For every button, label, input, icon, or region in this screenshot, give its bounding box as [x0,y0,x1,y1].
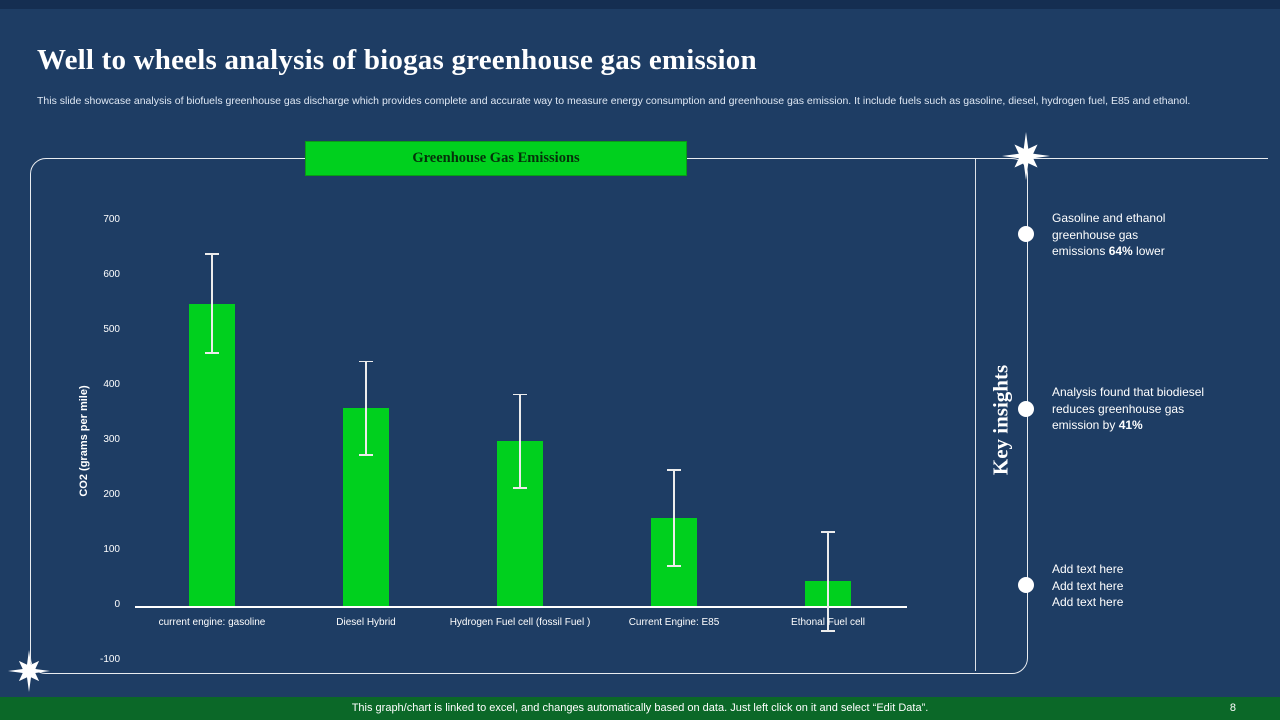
insight-bullet [1018,401,1034,417]
error-bar-cap [513,487,527,489]
insight-bold-value: 64% [1108,244,1133,259]
x-category-label: Current Engine: E85 [628,617,720,628]
error-bar [827,531,829,631]
sparkle-icon [1002,132,1050,180]
footer-note: This graph/chart is linked to excel, and… [351,702,929,714]
y-tick-labels: 700 600 500 400 300 200 100 0 -100 [70,214,120,665]
footer-bar: This graph/chart is linked to excel, and… [0,697,1280,720]
y-tick-label: 700 [103,214,120,225]
error-bar-cap [513,393,527,395]
y-tick-label: 400 [103,379,120,390]
error-bar [211,254,213,353]
insight-text: Add text here Add text here Add text her… [1052,562,1124,610]
y-tick-label: -100 [99,654,120,665]
error-bar-cap [667,469,681,471]
insight-item: Analysis found that biodiesel reduces gr… [1052,384,1228,434]
insight-bold-value: 41% [1118,418,1143,433]
error-bar-cap [821,630,835,632]
slide-subtitle: This slide showcase analysis of biofuels… [37,95,1191,107]
error-bar [365,361,367,455]
insight-text: Analysis found that biodiesel reduces gr… [1052,385,1205,433]
error-bar [673,470,675,566]
y-tick-label: 200 [103,489,120,500]
insight-item: Add text here Add text here Add text her… [1052,561,1228,611]
error-bar-cap [205,352,219,354]
y-tick-label: 600 [103,269,120,280]
y-tick-label: 500 [103,324,120,335]
chart-title: Greenhouse Gas Emissions [412,150,580,166]
y-tick-label: 300 [103,434,120,445]
insight-text: Gasoline and ethanol greenhouse gas emis… [1052,211,1166,259]
x-category-label: current engine: gasoline [158,617,266,628]
insight-text: lower [1132,244,1165,259]
y-tick-label: 100 [103,544,120,555]
error-bar-cap [821,531,835,533]
x-category-label: Diesel Hybrid [336,617,396,628]
insight-bullet [1018,577,1034,593]
error-bar-cap [359,454,373,456]
x-axis-line [135,606,907,608]
insight-item: Gasoline and ethanol greenhouse gas emis… [1052,210,1228,260]
error-bar-cap [667,565,681,567]
error-bar [519,394,521,488]
panel-top-extension-line [1026,158,1268,159]
y-tick-label: 0 [114,599,120,610]
x-category-label: Ethonal Fuel cell [791,617,865,628]
insight-bullet [1018,226,1034,242]
panel-divider-line [975,159,976,671]
error-bar-cap [359,360,373,362]
error-bar-cap [205,253,219,255]
chart-bar [189,303,235,606]
page-number: 8 [1229,702,1236,714]
top-accent-strip [0,0,1280,9]
plot-area: current engine: gasoline Diesel Hybrid Hyd… [135,221,907,661]
slide-title: Well to wheels analysis of biogas greenh… [37,44,757,76]
chart-title-box: Greenhouse Gas Emissions [305,141,687,176]
key-insights-label: Key insights [988,364,1013,476]
x-category-label: Hydrogen Fuel cell (fossil Fuel ) [449,617,591,628]
sparkle-icon [8,650,50,692]
